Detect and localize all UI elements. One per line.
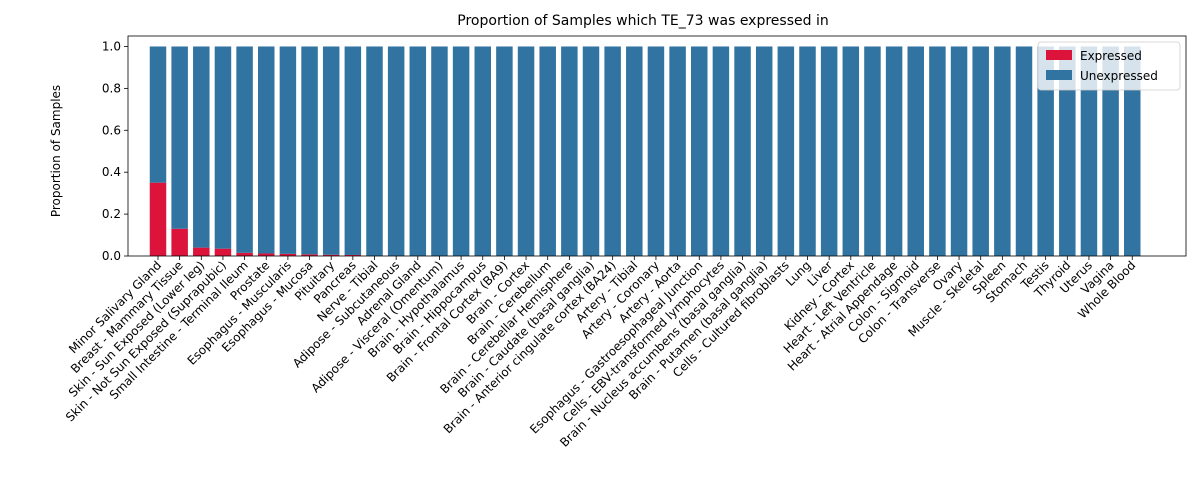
bar-unexpressed-0	[149, 46, 167, 183]
bar-unexpressed-34	[885, 46, 903, 257]
bar-expressed-9	[344, 254, 362, 256]
bar-unexpressed-35	[907, 46, 924, 257]
bar-unexpressed-40	[1015, 46, 1033, 257]
bar-unexpressed-1	[171, 46, 188, 229]
bar-unexpressed-18	[539, 46, 556, 257]
bar-unexpressed-32	[842, 46, 860, 257]
bar-unexpressed-25	[691, 46, 708, 257]
legend-swatch-expressed	[1046, 50, 1072, 60]
bar-expressed-4	[236, 252, 253, 256]
bar-unexpressed-26	[712, 46, 730, 257]
y-tick-label-4: 0.8	[102, 81, 121, 95]
y-tick-label-5: 1.0	[102, 39, 121, 53]
legend-label-expressed: Expressed	[1080, 49, 1142, 63]
bar-unexpressed-5	[258, 46, 275, 254]
y-tick-label-0: 0.0	[102, 249, 121, 263]
legend-swatch-unexpressed	[1046, 70, 1072, 80]
bar-unexpressed-33	[864, 46, 881, 257]
bar-expressed-5	[258, 253, 275, 256]
bar-unexpressed-21	[604, 46, 621, 257]
bar-unexpressed-42	[1059, 46, 1076, 257]
bar-unexpressed-43	[1080, 46, 1098, 257]
bar-expressed-3	[214, 248, 232, 256]
legend-box	[1037, 41, 1181, 91]
bar-unexpressed-24	[669, 46, 686, 257]
bar-expressed-8	[322, 254, 340, 256]
bar-expressed-2	[193, 247, 210, 256]
bar-unexpressed-2	[193, 46, 210, 248]
bar-expressed-7	[301, 254, 318, 256]
bar-expressed-0	[149, 182, 167, 256]
bar-unexpressed-30	[799, 46, 816, 257]
bar-unexpressed-12	[409, 46, 427, 257]
bar-unexpressed-37	[950, 46, 968, 257]
y-tick-label-2: 0.4	[102, 165, 121, 179]
bar-unexpressed-19	[561, 46, 578, 257]
y-axis-label: Proportion of Samples	[49, 85, 63, 217]
y-ticks-group: 0.0 0.2 0.4 0.6 0.8 1.0	[102, 39, 128, 263]
bar-unexpressed-15	[474, 46, 491, 257]
y-tick-label-1: 0.2	[102, 207, 121, 221]
bar-unexpressed-7	[301, 46, 318, 255]
bar-unexpressed-11	[387, 46, 405, 257]
bar-unexpressed-9	[344, 46, 362, 255]
bar-unexpressed-17	[517, 46, 535, 257]
legend-label-unexpressed: Unexpressed	[1080, 69, 1158, 83]
bar-unexpressed-13	[431, 46, 448, 257]
bar-unexpressed-14	[452, 46, 470, 257]
y-tick-label-3: 0.6	[102, 123, 121, 137]
bar-unexpressed-36	[929, 46, 946, 257]
bar-unexpressed-22	[626, 46, 643, 257]
bar-unexpressed-20	[582, 46, 600, 257]
bar-unexpressed-41	[1037, 46, 1054, 257]
bar-unexpressed-44	[1102, 46, 1119, 257]
legend: Expressed Unexpressed	[1037, 41, 1181, 91]
bar-unexpressed-29	[777, 46, 795, 257]
bar-unexpressed-45	[1124, 46, 1141, 257]
chart-title: Proportion of Samples which TE_73 was ex…	[457, 13, 828, 29]
bar-unexpressed-3	[214, 46, 232, 249]
bar-unexpressed-27	[734, 46, 751, 257]
bar-expressed-6	[279, 253, 297, 256]
bar-unexpressed-28	[755, 46, 773, 257]
bar-unexpressed-16	[496, 46, 513, 257]
bar-unexpressed-8	[322, 46, 340, 255]
bar-unexpressed-39	[994, 46, 1011, 257]
bar-expressed-1	[171, 228, 188, 256]
bar-unexpressed-10	[366, 46, 383, 257]
bar-unexpressed-38	[972, 46, 989, 257]
bar-unexpressed-6	[279, 46, 297, 254]
plot-frame	[127, 35, 1187, 257]
bar-unexpressed-23	[647, 46, 665, 257]
bar-unexpressed-31	[820, 46, 838, 257]
bar-unexpressed-4	[236, 46, 253, 253]
bars-group	[149, 46, 1141, 257]
